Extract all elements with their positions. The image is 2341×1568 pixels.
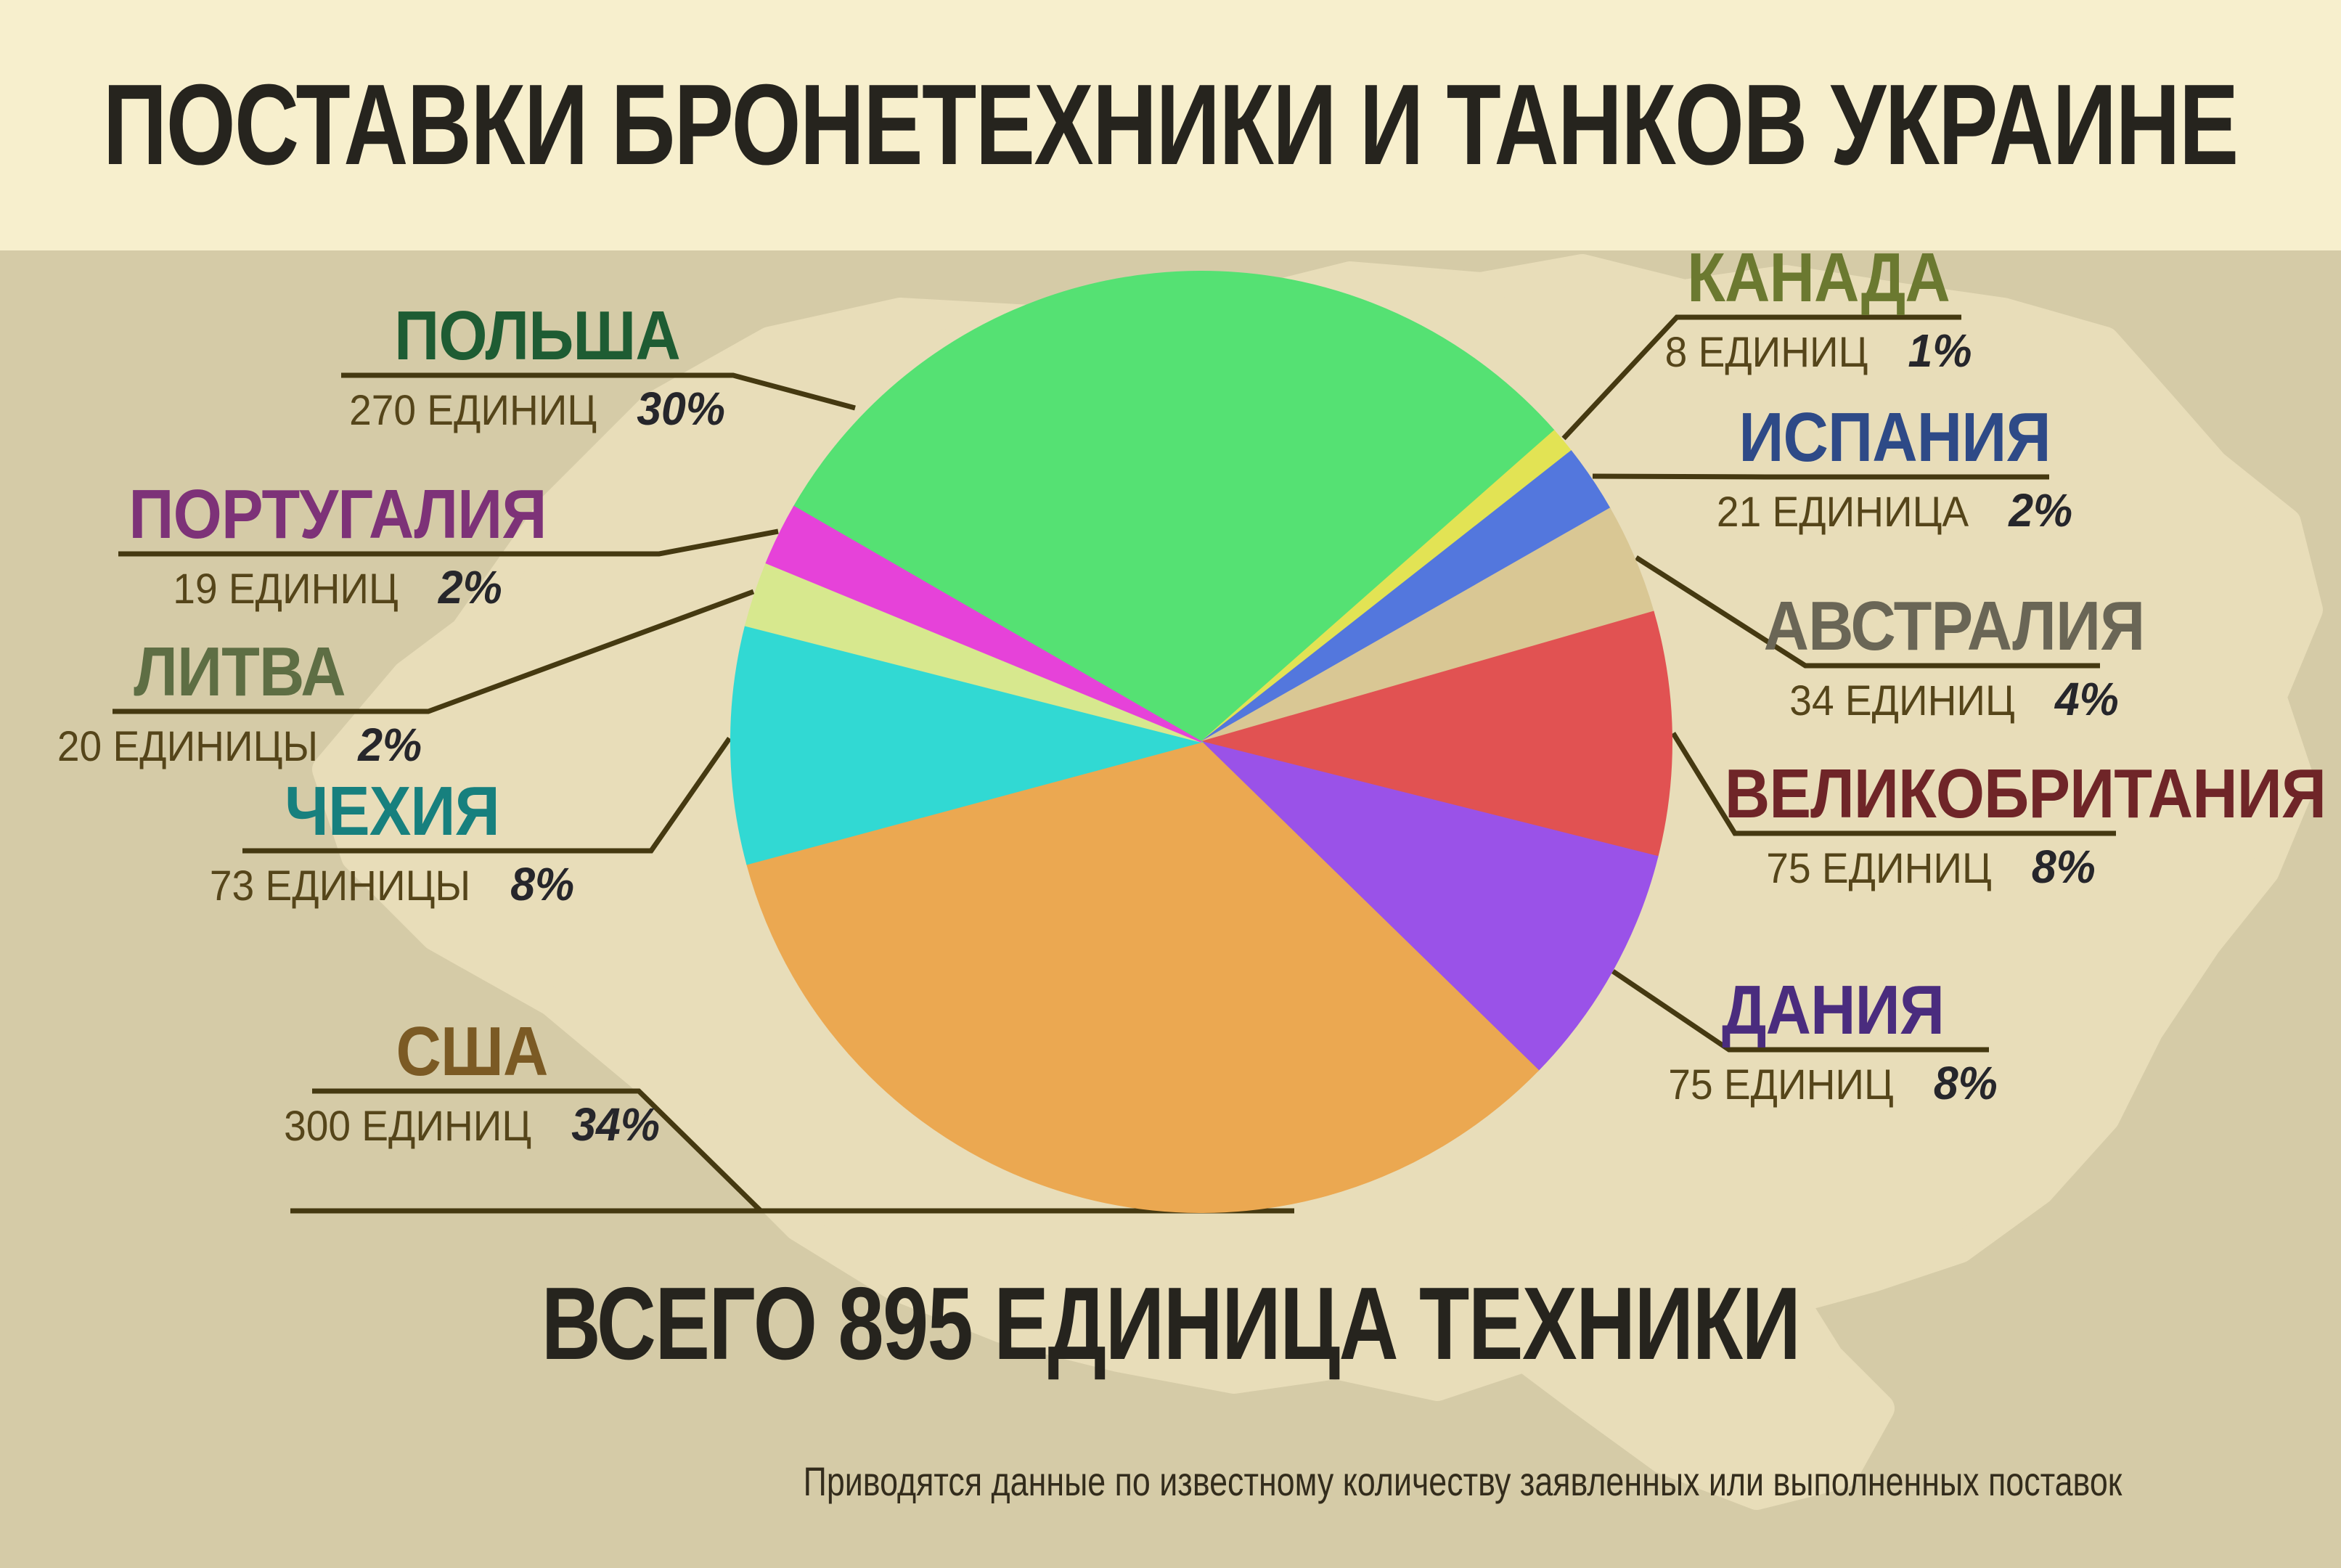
country-label-США: США <box>388 1016 556 1088</box>
pie-slice-ДАНИЯ <box>1198 740 1659 1071</box>
country-label-ПОРТУГАЛИЯ: ПОРТУГАЛИЯ <box>105 478 569 551</box>
pie-slice-ПОРТУГАЛИЯ <box>765 505 1202 743</box>
country-stats-ЧЕХИЯ: 73 ЕДИНИЦЫ 8% <box>200 861 584 910</box>
callout-line-АВСТРАЛИЯ <box>1635 555 2100 669</box>
percent-value: 30% <box>637 383 725 435</box>
percent-value: 4% <box>2054 673 2119 725</box>
country-stats-ВЕЛИКОБРИТАНИЯ: 75 ЕДИНИЦ 8% <box>1757 844 2104 892</box>
units-value: 8 ЕДИНИЦ <box>1664 329 1868 376</box>
country-name: ЧЕХИЯ <box>285 772 500 850</box>
percent-value: 8% <box>1933 1057 1998 1109</box>
title-band <box>0 0 2341 250</box>
pie-slices <box>730 270 1672 1213</box>
country-stats-ДАНИЯ: 75 ЕДИНИЦ 8% <box>1659 1060 2006 1108</box>
country-name: ЛИТВА <box>134 633 346 711</box>
header: ПОСТАВКИ БРОНЕТЕХНИКИ И ТАНКОВ УКРАИНЕ <box>0 0 2341 250</box>
percent-value: 8% <box>2031 841 2096 893</box>
percent-value: 2% <box>358 719 422 771</box>
country-stats-ПОРТУГАЛИЯ: 19 ЕДИНИЦ 2% <box>164 564 510 613</box>
percent-value: 1% <box>1908 324 1972 377</box>
units-value: 300 ЕДИНИЦ <box>284 1103 532 1150</box>
country-label-ЧЕХИЯ: ЧЕХИЯ <box>273 775 512 848</box>
country-label-ПОЛЬША: ПОЛЬША <box>378 300 695 372</box>
country-name: ВЕЛИКОБРИТАНИЯ <box>1724 755 2326 833</box>
units-value: 20 ЕДИНИЦЫ <box>57 723 319 770</box>
country-label-ДАНИЯ: ДАНИЯ <box>1709 974 1956 1047</box>
total-row: ВСЕГО 895 ЕДИНИЦА ТЕХНИКИ <box>0 1265 2341 1384</box>
country-stats-КАНАДА: 8 ЕДИНИЦ 1% <box>1656 327 1980 376</box>
pie-slice-ЧЕХИЯ <box>730 624 1204 865</box>
callout-line-ДАНИЯ <box>1611 969 1989 1053</box>
callout-line-ПОЛЬША <box>341 372 856 411</box>
callout-line-США <box>312 1088 763 1213</box>
country-label-АВСТРАЛИЯ: АВСТРАЛИЯ <box>1742 590 2165 663</box>
country-name: ДАНИЯ <box>1721 971 1945 1049</box>
country-name: ИСПАНИЯ <box>1739 399 2051 476</box>
units-value: 34 ЕДИНИЦ <box>1789 677 2015 724</box>
percent-value: 8% <box>510 858 575 910</box>
country-label-КАНАДА: КАНАДА <box>1672 242 1964 314</box>
units-value: 270 ЕДИНИЦ <box>349 387 597 434</box>
country-name: США <box>396 1013 549 1090</box>
country-name: ПОРТУГАЛИЯ <box>128 475 547 553</box>
percent-value: 2% <box>438 561 502 613</box>
country-stats-ЛИТВА: 20 ЕДИНИЦЫ 2% <box>48 722 432 770</box>
units-value: 21 ЕДИНИЦА <box>1716 489 1969 536</box>
callout-line-ВЕЛИКОБРИТАНИЯ <box>1671 732 2116 836</box>
callout-line-КАНАДА <box>1561 314 1961 441</box>
country-stats-ИСПАНИЯ: 21 ЕДИНИЦА 2% <box>1707 487 2082 536</box>
country-label-ЛИТВА: ЛИТВА <box>122 636 357 709</box>
percent-value: 2% <box>2009 484 2073 536</box>
pie-slice-США <box>745 740 1540 1213</box>
units-value: 19 ЕДИНИЦ <box>173 565 399 613</box>
pie-slice-ВЕЛИКОБРИТАНИЯ <box>1198 611 1672 858</box>
callout-lines <box>113 314 2116 1214</box>
units-value: 73 ЕДИНИЦЫ <box>209 862 471 910</box>
units-value: 75 ЕДИНИЦ <box>1766 845 1992 892</box>
country-label-ВЕЛИКОБРИТАНИЯ: ВЕЛИКОБРИТАНИЯ <box>1691 758 2341 830</box>
country-stats-ПОЛЬША: 270 ЕДИНИЦ 30% <box>339 385 735 434</box>
footnote: Приводятся данные по известному количест… <box>803 1458 2123 1504</box>
country-label-ИСПАНИЯ: ИСПАНИЯ <box>1722 401 2068 474</box>
callout-line-ЛИТВА <box>113 589 755 714</box>
callout-line-ИСПАНИЯ <box>1592 473 2049 480</box>
country-stats-США: 300 ЕДИНИЦ 34% <box>274 1101 669 1150</box>
callout-line-ЧЕХИЯ <box>242 736 732 854</box>
percent-value: 34% <box>571 1098 660 1151</box>
country-name: КАНАДА <box>1687 239 1950 317</box>
country-name: АВСТРАЛИЯ <box>1763 587 2146 665</box>
pie-slice-ПОЛЬША <box>793 270 1556 743</box>
country-name: ПОЛЬША <box>394 297 681 375</box>
units-value: 75 ЕДИНИЦ <box>1668 1061 1894 1108</box>
country-stats-АВСТРАЛИЯ: 34 ЕДИНИЦ 4% <box>1781 676 2127 724</box>
callout-line-ПОРТУГАЛИЯ <box>118 528 779 557</box>
page-title: ПОСТАВКИ БРОНЕТЕХНИКИ И ТАНКОВ УКРАИНЕ <box>103 61 2239 189</box>
total-label: ВСЕГО 895 ЕДИНИЦА ТЕХНИКИ <box>541 1266 1801 1381</box>
